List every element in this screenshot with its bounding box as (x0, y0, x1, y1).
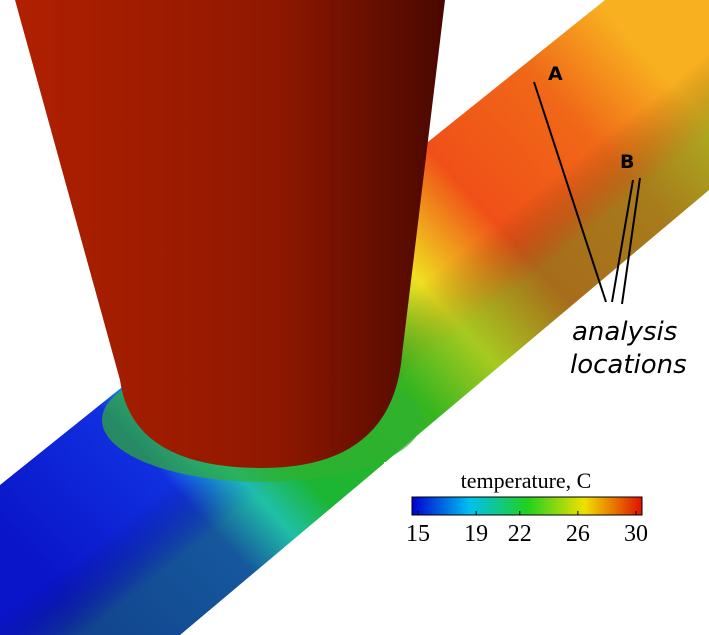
colorbar (412, 497, 642, 515)
scene: A B analysis locations temperature, C 15… (0, 0, 709, 635)
point-label: B (620, 151, 634, 173)
tick-label: 26 (566, 521, 590, 547)
tick-label: 22 (508, 521, 532, 547)
annotation: locations (570, 350, 687, 380)
tick-label: 15 (406, 521, 430, 547)
tick-label: 19 (464, 521, 488, 547)
point-label: A (548, 63, 563, 85)
vertical-pipe (15, 0, 445, 468)
tick-label: 30 (624, 521, 648, 547)
colorbar-title: temperature, C (461, 468, 592, 493)
annotation: analysis (572, 317, 677, 347)
